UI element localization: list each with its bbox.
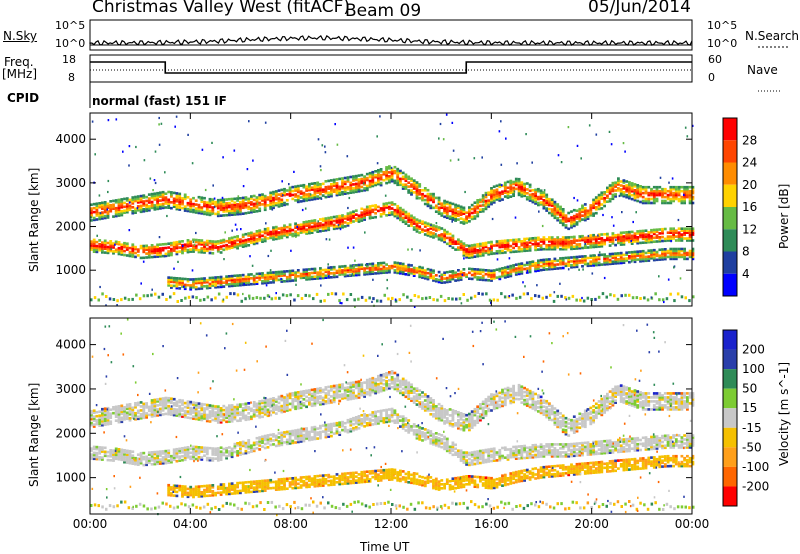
echo-cells bbox=[90, 318, 695, 517]
velocity-colorbar-label: Velocity [m s^-1] bbox=[777, 361, 791, 466]
noise-frame bbox=[89, 19, 693, 51]
freq-unit: [MHz] bbox=[2, 67, 38, 81]
power-colorbar-tick: 8 bbox=[742, 245, 750, 259]
power-colorbar-tick: 24 bbox=[742, 156, 757, 170]
x-axis-label: Time UT bbox=[360, 540, 410, 554]
beam-label: Beam 09 bbox=[345, 1, 422, 21]
velocity-colorbar-cell bbox=[723, 369, 737, 389]
power-colorbar-tick: 4 bbox=[742, 267, 750, 281]
x-tick-label: 12:00 bbox=[374, 517, 409, 531]
velocity-colorbar-tick: 50 bbox=[742, 382, 757, 396]
noise-left-label: N.Sky bbox=[3, 29, 38, 43]
y-tick-label: 3000 bbox=[55, 176, 86, 190]
noise-right-tick-bottom: 10^0 bbox=[707, 37, 738, 50]
noise-left-tick-top: 10^5 bbox=[55, 19, 86, 32]
x-tick-label: 04:00 bbox=[173, 517, 208, 531]
x-tick-label: 00:00 bbox=[675, 517, 710, 531]
date-label: 05/Jun/2014 bbox=[588, 0, 691, 17]
cpid-label: CPID bbox=[7, 91, 40, 105]
power-colorbar-cell bbox=[723, 229, 737, 252]
nave-label: Nave bbox=[747, 63, 778, 77]
x-tick-label: 20:00 bbox=[574, 517, 609, 531]
velocity-colorbar-cell bbox=[723, 408, 737, 428]
y-tick-label: 2000 bbox=[55, 220, 86, 234]
velocity-colorbar-tick: -100 bbox=[742, 460, 769, 474]
power-colorbar-cell bbox=[723, 251, 737, 274]
velocity-colorbar-cell bbox=[723, 388, 737, 409]
velocity-colorbar-cell bbox=[723, 330, 737, 350]
station-title: Christmas Valley West (fitACF) bbox=[92, 0, 351, 17]
y-tick-label: 1000 bbox=[55, 263, 86, 277]
power-colorbar-tick: 16 bbox=[742, 200, 757, 214]
freq-line bbox=[90, 61, 692, 74]
velocity-colorbar-tick: -15 bbox=[742, 421, 762, 435]
noise-right-tick-top: 10^5 bbox=[707, 19, 738, 32]
colorbars: 4 8 12 16 20 24 28 200 100 50 15 -15 -50 -100 -200 bbox=[722, 117, 769, 507]
power-colorbar-cell bbox=[723, 184, 737, 207]
velocity-colorbar-cell bbox=[723, 447, 737, 467]
freq-label: Freq. bbox=[4, 55, 34, 69]
power-colorbar-tick: 12 bbox=[742, 222, 757, 236]
freq-frame bbox=[89, 54, 693, 83]
power-ylabel: Slant Range [km] bbox=[27, 167, 41, 272]
velocity-colorbar-cell bbox=[723, 486, 737, 506]
y-tick-label: 2000 bbox=[55, 426, 86, 440]
x-tick-label: 08:00 bbox=[273, 517, 308, 531]
x-tick-label: 00:00 bbox=[73, 517, 108, 531]
velocity-ylabel: Slant Range [km] bbox=[27, 382, 41, 487]
echo-cells bbox=[90, 113, 695, 308]
power-colorbar-label: Power [dB] bbox=[777, 183, 791, 249]
power-colorbar-tick: 28 bbox=[742, 133, 757, 147]
velocity-colorbar-tick: 200 bbox=[742, 343, 765, 357]
power-colorbar-tick: 20 bbox=[742, 178, 757, 192]
y-tick-label: 3000 bbox=[55, 382, 86, 396]
y-tick-label: 4000 bbox=[55, 338, 86, 352]
noise-sky-line bbox=[89, 35, 693, 47]
freq-tick-bottom: 8 bbox=[68, 71, 75, 84]
velocity-colorbar-tick: 15 bbox=[742, 401, 757, 415]
power-colorbar-cell bbox=[723, 118, 737, 141]
y-tick-label: 1000 bbox=[55, 471, 86, 485]
x-tick-label: 16:00 bbox=[474, 517, 509, 531]
nave-tick-bottom: 0 bbox=[708, 71, 715, 84]
cpid-text: normal (fast) 151 IF bbox=[92, 94, 227, 108]
power-colorbar-cell bbox=[723, 140, 737, 163]
y-tick-label: 4000 bbox=[55, 132, 86, 146]
power-colorbar-cell bbox=[723, 273, 737, 296]
velocity-colorbar-tick: -50 bbox=[742, 440, 762, 454]
nave-tick-top: 60 bbox=[708, 53, 722, 66]
power-panel: 1000 2000 3000 4000 bbox=[55, 112, 695, 308]
frequency-panel bbox=[89, 54, 782, 108]
freq-tick-top: 18 bbox=[62, 53, 76, 66]
power-colorbar-frame bbox=[722, 117, 738, 297]
power-colorbar-cell bbox=[723, 207, 737, 230]
power-colorbar-cell bbox=[723, 162, 737, 185]
velocity-colorbar-frame bbox=[722, 329, 738, 507]
velocity-colorbar-cell bbox=[723, 349, 737, 370]
noise-panel bbox=[89, 19, 790, 51]
noise-right-label: N.Search bbox=[745, 29, 800, 43]
noise-left-tick-bottom: 10^0 bbox=[55, 37, 86, 50]
velocity-colorbar-cell bbox=[723, 427, 737, 448]
velocity-colorbar-tick: -200 bbox=[742, 479, 769, 493]
velocity-panel: 1000 2000 3000 4000 00:00 04:00 08:00 12:00 16:0… bbox=[55, 317, 710, 531]
velocity-colorbar-tick: 100 bbox=[742, 362, 765, 376]
velocity-colorbar-cell bbox=[723, 466, 737, 487]
